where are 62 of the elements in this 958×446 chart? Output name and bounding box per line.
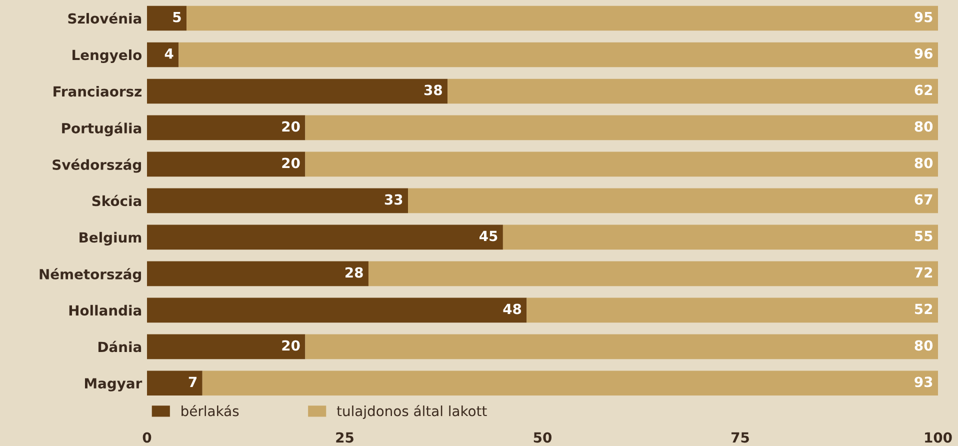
data-label: 72 [914, 267, 932, 278]
data-label: 28 [346, 267, 363, 278]
data-label: 20 [282, 158, 300, 168]
data-label: 20 [282, 340, 300, 351]
y-tick-label: Németország [40, 268, 141, 282]
bar [147, 115, 306, 140]
bar [147, 334, 306, 360]
bar [147, 261, 368, 286]
data-label: 95 [914, 12, 932, 22]
y-tick-label: Hollandia [69, 304, 142, 316]
bar [305, 115, 938, 140]
bar [305, 334, 938, 360]
bar [368, 261, 938, 286]
bar [147, 224, 503, 250]
y-tick-label: Skócia [92, 194, 142, 206]
x-tick-label: 50 [534, 432, 552, 443]
x-tick-label: 25 [336, 432, 354, 443]
data-label: 80 [914, 158, 933, 168]
bar [305, 152, 938, 177]
data-label: 45 [480, 230, 498, 242]
data-label: 80 [914, 121, 933, 132]
y-tick-label: Szlovénia [68, 12, 142, 24]
data-label: 7 [188, 376, 197, 387]
y-tick-label: Dánia [98, 340, 142, 352]
y-tick-label: Portugália [62, 122, 142, 136]
bar [186, 6, 938, 31]
legend-label: tulajdonos által lakott [336, 404, 487, 419]
data-label: 48 [503, 304, 522, 314]
x-tick-label: 0 [142, 432, 152, 443]
bar [147, 78, 448, 104]
data-label: 38 [424, 84, 442, 96]
y-tick-label: Magyar [85, 378, 142, 392]
data-label: 62 [914, 84, 932, 96]
data-label: 52 [915, 304, 932, 314]
data-label: 55 [915, 230, 932, 242]
data-label: 93 [914, 376, 932, 388]
y-tick-label: Lengyelo [72, 49, 142, 64]
data-label: 33 [384, 194, 402, 205]
y-tick-label: Franciaorsz [54, 86, 142, 97]
bar [147, 188, 408, 214]
data-label: 80 [914, 340, 933, 351]
bar [178, 42, 938, 68]
bar [147, 370, 202, 396]
bar [202, 370, 938, 396]
data-label: 4 [164, 48, 174, 59]
x-tick-label: 100 [925, 432, 952, 443]
bar [526, 298, 938, 323]
bar [147, 152, 306, 177]
y-tick-label: Svédország [52, 158, 141, 173]
bar [502, 224, 938, 250]
bar [448, 78, 938, 104]
legend-label: bérlakás [182, 404, 239, 416]
bar [147, 298, 527, 323]
bar [147, 42, 179, 68]
data-label: 20 [282, 121, 300, 132]
data-label: 96 [914, 48, 933, 59]
data-label: 67 [914, 194, 932, 205]
data-label: 5 [173, 12, 181, 22]
y-tick-label: Belgium [80, 232, 142, 246]
x-tick-label: 75 [732, 432, 749, 443]
bar [147, 6, 187, 31]
bar [408, 188, 938, 214]
